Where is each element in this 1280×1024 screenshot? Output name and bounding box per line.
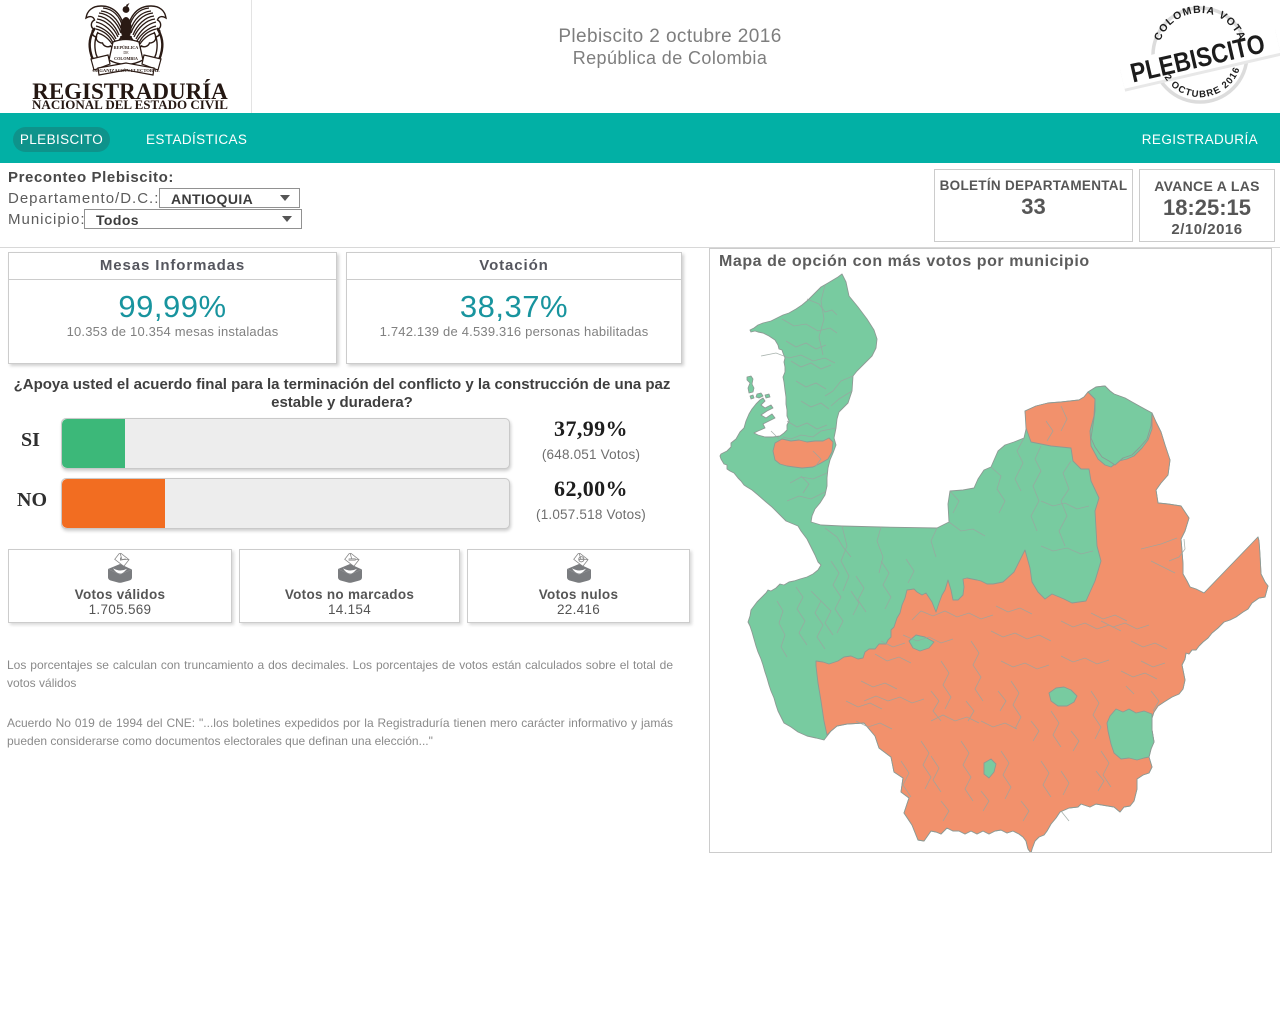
svg-text:DE: DE xyxy=(123,50,129,55)
svg-text:COLOMBIA: COLOMBIA xyxy=(114,56,138,61)
svg-text:ORGANIZACIÓN ELECTORAL: ORGANIZACIÓN ELECTORAL xyxy=(92,68,159,73)
svg-text:REPÚBLICA: REPÚBLICA xyxy=(114,45,139,50)
